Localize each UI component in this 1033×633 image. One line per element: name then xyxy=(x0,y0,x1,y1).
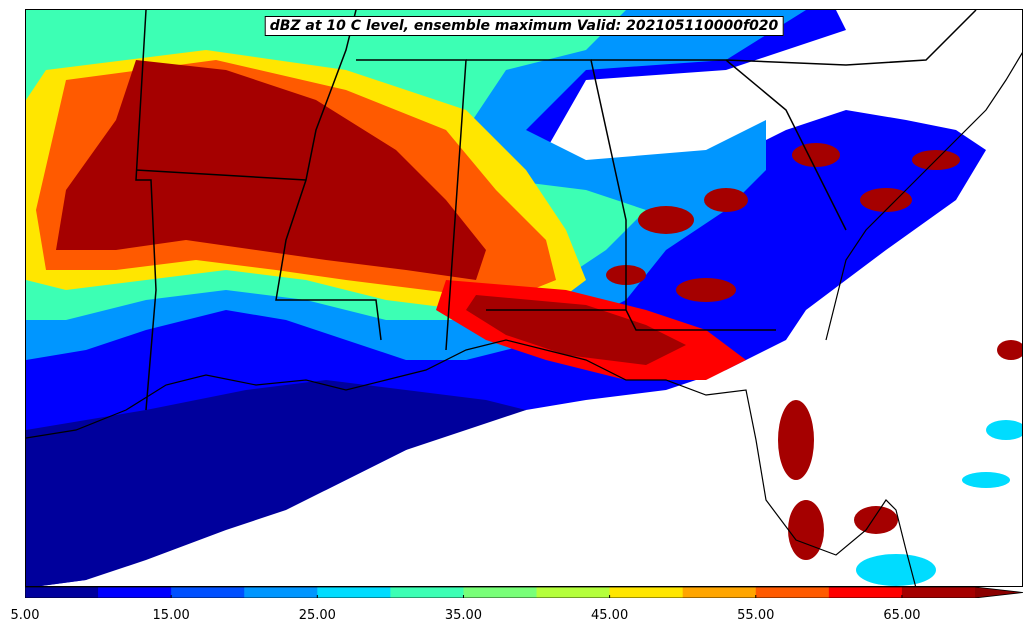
colorbar-tick-label: 5.00 xyxy=(10,608,40,623)
reflectivity-map xyxy=(26,10,1022,586)
colorbar-segment xyxy=(390,587,464,598)
colorbar-segment xyxy=(609,587,684,598)
colorbar xyxy=(25,587,1023,598)
colorbar-extend-arrow xyxy=(975,587,1023,598)
colorbar-tick-label: 55.00 xyxy=(737,608,775,623)
colorbar-segment xyxy=(682,587,757,598)
colorbar-tick-label: 35.00 xyxy=(444,608,483,623)
colorbar-segment xyxy=(98,587,172,598)
colorbar-tick-label: 15.00 xyxy=(152,608,190,623)
state-borders xyxy=(135,10,977,411)
colorbar-tick-label: 65.00 xyxy=(883,608,921,623)
colorbar-segment xyxy=(171,587,245,598)
colorbar-segment xyxy=(463,587,538,598)
colorbar-segment xyxy=(25,587,99,598)
colorbar-segment xyxy=(244,587,318,598)
coastline xyxy=(26,52,1022,586)
colorbar-tick-label: 25.00 xyxy=(298,608,336,623)
colorbar-segment xyxy=(901,587,976,598)
reflectivity-field xyxy=(26,10,1022,586)
colorbar-outline xyxy=(25,587,1023,598)
colorbar-segment xyxy=(828,587,903,598)
colorbar-segment xyxy=(755,587,830,598)
map-panel: dBZ at 10 C level, ensemble maximum Vali… xyxy=(25,9,1023,587)
colorbar-tick-label: 45.00 xyxy=(591,608,629,623)
map-title: dBZ at 10 C level, ensemble maximum Vali… xyxy=(264,16,784,36)
colorbar-segment xyxy=(317,587,391,598)
colorbar-segment xyxy=(536,587,611,598)
